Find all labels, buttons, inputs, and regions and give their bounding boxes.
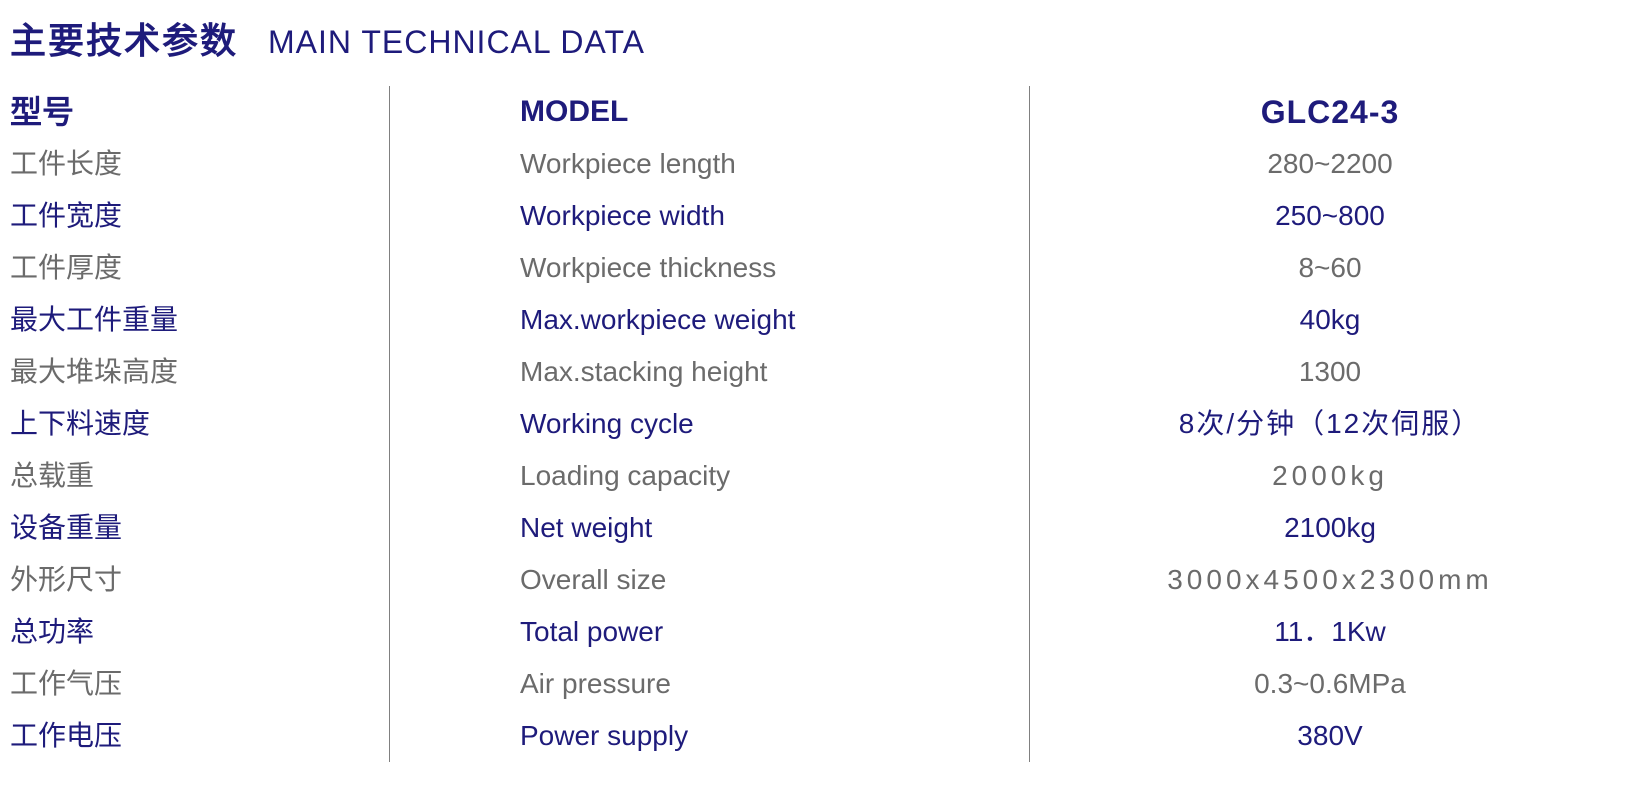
spec-table: 型号 工件长度工件宽度工件厚度最大工件重量最大堆垛高度上下料速度总载重设备重量外… — [10, 86, 1623, 762]
spec-value: 0.3~0.6MPa — [1030, 658, 1630, 710]
spec-label-cn: 总功率 — [10, 606, 389, 658]
spec-label-en: Max.stacking height — [390, 346, 1029, 398]
spec-label-en: Total power — [390, 606, 1029, 658]
spec-label-cn: 上下料速度 — [10, 398, 389, 450]
column-en-header: MODEL — [390, 86, 1029, 138]
spec-label-en: Workpiece thickness — [390, 242, 1029, 294]
spec-label-en: Overall size — [390, 554, 1029, 606]
header-title-en: MAIN TECHNICAL DATA — [268, 24, 645, 61]
spec-label-en: Workpiece length — [390, 138, 1029, 190]
spec-label-cn: 外形尺寸 — [10, 554, 389, 606]
spec-label-cn: 工作气压 — [10, 658, 389, 710]
spec-value: 8次/分钟（12次伺服） — [1030, 398, 1630, 450]
spec-label-cn: 工件宽度 — [10, 190, 389, 242]
spec-label-en: Net weight — [390, 502, 1029, 554]
page-header: 主要技术参数 MAIN TECHNICAL DATA — [10, 12, 1623, 64]
spec-value: 11．1Kw — [1030, 606, 1630, 658]
column-cn-header: 型号 — [10, 86, 389, 138]
spec-label-en: Working cycle — [390, 398, 1029, 450]
spec-label-en: Max.workpiece weight — [390, 294, 1029, 346]
spec-value: 8~60 — [1030, 242, 1630, 294]
spec-value: 3000x4500x2300mm — [1030, 554, 1630, 606]
spec-label-en: Power supply — [390, 710, 1029, 762]
spec-value: 40kg — [1030, 294, 1630, 346]
column-en: MODEL Workpiece lengthWorkpiece widthWor… — [390, 86, 1030, 762]
spec-label-en: Air pressure — [390, 658, 1029, 710]
spec-value: 280~2200 — [1030, 138, 1630, 190]
spec-value: 380V — [1030, 710, 1630, 762]
spec-label-cn: 工件长度 — [10, 138, 389, 190]
spec-label-cn: 工件厚度 — [10, 242, 389, 294]
spec-label-cn: 最大堆垛高度 — [10, 346, 389, 398]
header-title-cn: 主要技术参数 — [10, 12, 238, 64]
spec-label-cn: 最大工件重量 — [10, 294, 389, 346]
spec-value: 2100kg — [1030, 502, 1630, 554]
column-cn: 型号 工件长度工件宽度工件厚度最大工件重量最大堆垛高度上下料速度总载重设备重量外… — [10, 86, 390, 762]
spec-label-cn: 总载重 — [10, 450, 389, 502]
column-value-header: GLC24-3 — [1030, 86, 1630, 138]
spec-value: 250~800 — [1030, 190, 1630, 242]
spec-label-en: Loading capacity — [390, 450, 1029, 502]
spec-label-en: Workpiece width — [390, 190, 1029, 242]
column-value: GLC24-3 280~2200250~8008~6040kg13008次/分钟… — [1030, 86, 1630, 762]
spec-value: 1300 — [1030, 346, 1630, 398]
spec-label-cn: 设备重量 — [10, 502, 389, 554]
spec-label-cn: 工作电压 — [10, 710, 389, 762]
spec-value: 2000kg — [1030, 450, 1630, 502]
